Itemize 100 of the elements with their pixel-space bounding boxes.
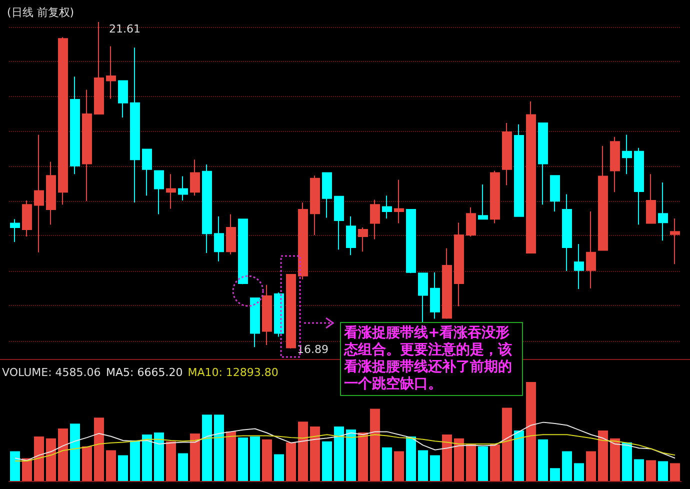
bar xyxy=(130,440,140,481)
candlestick xyxy=(94,22,104,114)
bar xyxy=(262,439,272,481)
candlestick xyxy=(406,208,416,274)
candlestick xyxy=(142,148,152,196)
bar xyxy=(70,424,80,481)
bar xyxy=(550,468,560,481)
candlestick xyxy=(226,214,236,255)
candlestick xyxy=(382,195,392,219)
bar xyxy=(118,455,128,481)
candlestick xyxy=(118,80,128,118)
candlestick xyxy=(538,122,548,206)
candlestick xyxy=(190,159,200,196)
bar xyxy=(190,433,200,481)
bar xyxy=(670,463,680,481)
candlestick xyxy=(466,206,476,237)
bar xyxy=(322,441,332,481)
candlestick xyxy=(178,176,188,201)
candlestick xyxy=(250,298,260,348)
candlestick xyxy=(646,174,656,224)
bar xyxy=(58,428,68,481)
bar xyxy=(10,451,20,481)
candlestick xyxy=(262,284,272,346)
candlestick xyxy=(334,196,344,250)
candlestick xyxy=(154,170,164,215)
candlestick xyxy=(274,292,284,338)
bar xyxy=(442,434,452,481)
candlestick xyxy=(562,194,572,272)
bar xyxy=(526,382,536,481)
candlestick xyxy=(298,202,308,280)
bar xyxy=(46,438,56,481)
candlestick xyxy=(418,272,428,324)
bar xyxy=(490,444,500,481)
bar xyxy=(370,408,380,481)
candlestick xyxy=(238,218,248,285)
bar xyxy=(478,446,488,481)
bar xyxy=(598,430,608,481)
bar xyxy=(454,438,464,481)
candlestick xyxy=(634,147,644,226)
candlestick xyxy=(58,36,68,206)
candlestick xyxy=(286,274,296,349)
bar xyxy=(406,436,416,481)
bar xyxy=(214,414,224,481)
candlestick xyxy=(346,216,356,256)
candlestick xyxy=(586,211,596,289)
bar xyxy=(106,450,116,481)
bar xyxy=(646,460,656,481)
bar xyxy=(274,454,284,481)
bar xyxy=(418,450,428,481)
candlestick xyxy=(658,182,668,242)
bar xyxy=(166,441,176,481)
bar xyxy=(346,430,356,481)
bar xyxy=(634,459,644,481)
candlestick xyxy=(10,218,20,242)
candlestick xyxy=(166,174,176,210)
candlestick xyxy=(610,136,620,193)
bar xyxy=(178,453,188,481)
bar xyxy=(142,434,152,481)
bar xyxy=(286,442,296,481)
annotation: 21.61 xyxy=(109,22,140,36)
bar xyxy=(622,442,632,481)
text: VOLUME: 4585.06 xyxy=(2,366,101,379)
candlestick xyxy=(202,164,212,254)
candlestick xyxy=(82,89,92,202)
chart-title: (日线 前复权) xyxy=(7,6,74,19)
bar xyxy=(586,451,596,481)
text: MA5: 6665.20 xyxy=(106,366,183,379)
candlestick xyxy=(454,222,464,307)
candlestick xyxy=(46,161,56,226)
candlestick xyxy=(598,145,608,251)
candlestick xyxy=(622,134,632,175)
candlestick xyxy=(526,101,536,254)
candlestick xyxy=(70,76,80,175)
bar xyxy=(298,422,308,481)
annotation: 看涨捉腰带线+看涨吞没形态组合。更要注意的是，该看涨捉腰带线还补了前期的一个跳空缺口。 xyxy=(340,322,523,396)
candlestick xyxy=(502,122,512,186)
candlestick xyxy=(106,46,116,100)
bar xyxy=(658,461,668,481)
bar xyxy=(154,432,164,481)
bar xyxy=(514,430,524,481)
candlestick xyxy=(22,200,32,237)
candlestick xyxy=(550,175,560,212)
bar xyxy=(358,432,368,481)
bar xyxy=(334,426,344,481)
bar xyxy=(250,436,260,481)
bar xyxy=(82,446,92,481)
bar xyxy=(574,463,584,481)
bar xyxy=(202,414,212,481)
candlestick xyxy=(490,170,500,224)
candlestick xyxy=(442,248,452,320)
candlestick xyxy=(358,226,368,252)
bar xyxy=(394,451,404,481)
bar xyxy=(430,455,440,481)
bar xyxy=(310,426,320,481)
bar xyxy=(562,451,572,481)
annotation: 16.89 xyxy=(297,343,328,356)
bar xyxy=(238,437,248,481)
candlestick xyxy=(370,199,380,240)
bar xyxy=(538,439,548,481)
bar xyxy=(22,458,32,481)
